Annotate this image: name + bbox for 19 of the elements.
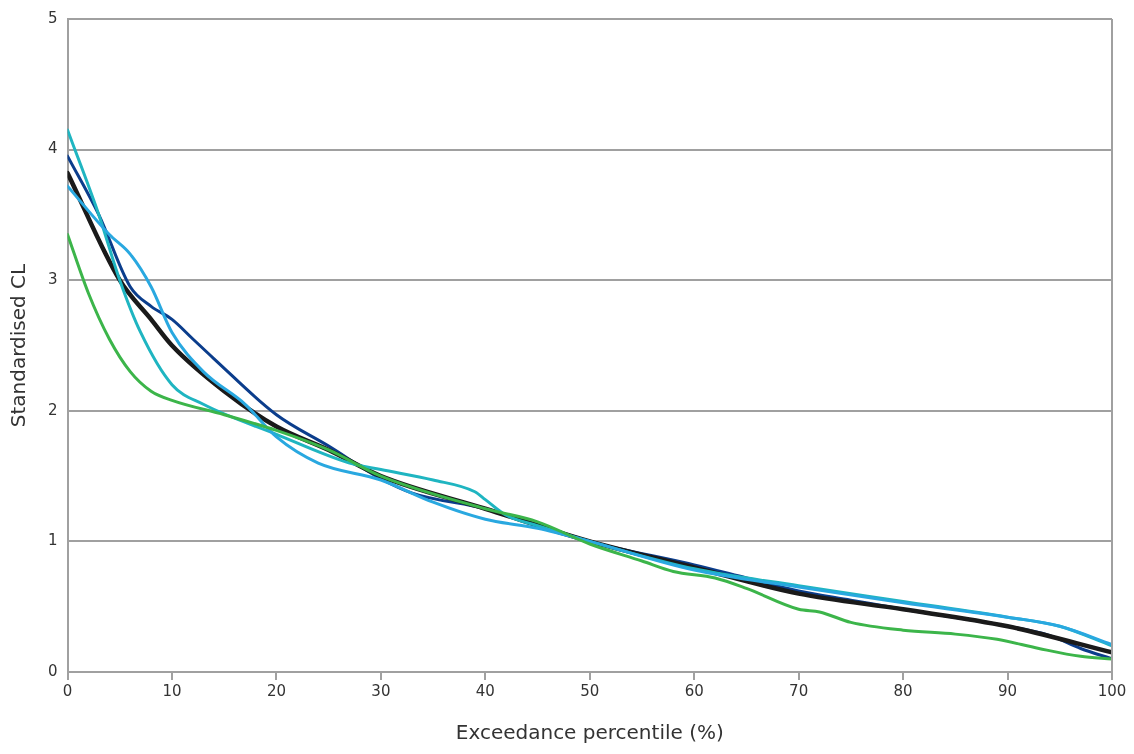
x-axis-title: Exceedance percentile (%) (455, 720, 724, 745)
y-tick-label: 1 (48, 531, 58, 550)
y-tick-label: 5 (48, 8, 58, 27)
x-tick-label: 10 (162, 681, 182, 700)
x-tick-label: 40 (475, 681, 495, 700)
y-tick-label: 2 (48, 400, 58, 419)
x-tick-label: 90 (998, 681, 1018, 700)
x-tick-label: 0 (62, 681, 73, 700)
x-tick-label: 30 (371, 681, 391, 700)
x-tick-label: 20 (266, 681, 286, 700)
y-tick-label: 3 (48, 270, 58, 289)
y-tick-label: 4 (48, 139, 58, 158)
x-tick-label: 80 (893, 681, 913, 700)
x-tick-label: 50 (580, 681, 600, 700)
x-tick-label: 70 (789, 681, 809, 700)
y-axis-title: Standardised CL (6, 262, 31, 428)
y-tick-label: 0 (48, 661, 58, 680)
x-tick-label: 100 (1097, 681, 1127, 700)
x-tick-label: 60 (684, 681, 704, 700)
